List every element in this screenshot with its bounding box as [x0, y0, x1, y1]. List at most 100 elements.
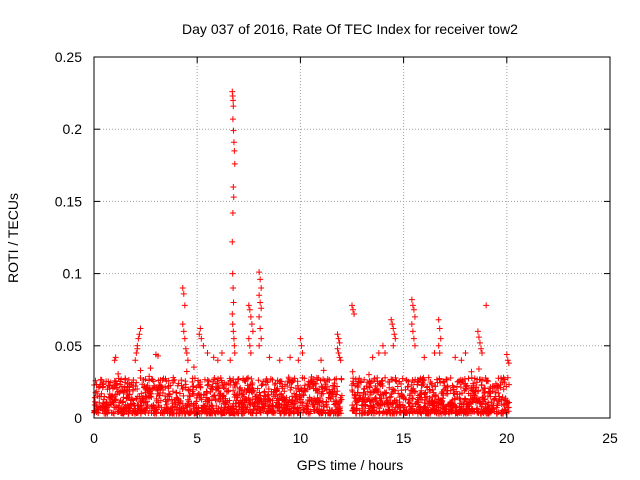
- data-point: [336, 406, 343, 413]
- data-point: [247, 313, 254, 320]
- chart-title: Day 037 of 2016, Rate Of TEC Index for r…: [182, 21, 518, 37]
- data-point: [467, 399, 474, 406]
- data-point: [349, 368, 356, 375]
- data-point: [198, 335, 205, 342]
- data-point: [336, 354, 343, 361]
- data-point: [240, 390, 247, 397]
- data-point: [278, 378, 285, 385]
- data-point: [329, 407, 336, 414]
- data-point: [230, 183, 237, 190]
- data-point: [293, 391, 300, 398]
- data-point: [386, 384, 393, 391]
- data-point: [113, 384, 120, 391]
- data-point: [453, 388, 460, 395]
- data-point: [402, 396, 409, 403]
- data-point: [323, 399, 330, 406]
- data-point: [211, 374, 218, 381]
- data-point: [197, 384, 204, 391]
- data-point: [200, 342, 207, 349]
- data-point: [506, 399, 513, 406]
- data-point: [258, 285, 265, 292]
- data-point: [504, 374, 511, 381]
- data-point: [165, 397, 172, 404]
- data-point: [233, 380, 240, 387]
- x-axis-label: GPS time / hours: [297, 457, 404, 473]
- data-point: [334, 345, 341, 352]
- data-point: [433, 392, 440, 399]
- data-point: [307, 396, 314, 403]
- data-point: [392, 335, 399, 342]
- data-point: [338, 376, 345, 383]
- data-point: [230, 103, 237, 110]
- data-point: [109, 409, 116, 416]
- data-point: [249, 328, 256, 335]
- data-point: [177, 397, 184, 404]
- data-point: [111, 357, 118, 364]
- data-point: [92, 398, 99, 405]
- data-point: [217, 374, 224, 381]
- data-point: [350, 306, 357, 313]
- data-point: [391, 331, 398, 338]
- data-point: [476, 339, 483, 346]
- data-point: [215, 385, 222, 392]
- data-point: [169, 388, 176, 395]
- data-point: [105, 407, 112, 414]
- x-tick-label: 10: [293, 430, 309, 446]
- data-point: [504, 357, 511, 364]
- data-point: [119, 399, 126, 406]
- data-point: [133, 379, 140, 386]
- data-point: [399, 375, 406, 382]
- data-point: [390, 342, 397, 349]
- data-point: [335, 335, 342, 342]
- data-point: [389, 386, 396, 393]
- data-point: [350, 375, 357, 382]
- data-point: [216, 391, 223, 398]
- data-point: [246, 342, 253, 349]
- x-tick-label: 5: [193, 430, 201, 446]
- data-point: [438, 399, 445, 406]
- data-point: [142, 376, 149, 383]
- data-point: [155, 403, 162, 410]
- data-point: [411, 379, 418, 386]
- data-point: [299, 350, 306, 357]
- data-point: [379, 383, 386, 390]
- data-point: [313, 380, 320, 387]
- data-point: [314, 389, 321, 396]
- data-point: [299, 399, 306, 406]
- data-point: [472, 388, 479, 395]
- data-point: [204, 382, 211, 389]
- data-point: [126, 391, 133, 398]
- axis-ticks: 0 5 10 15 20 25 0 0.05 0.1 0.15 0.2 0.25: [55, 49, 618, 446]
- data-point: [378, 395, 385, 402]
- data-point: [179, 321, 186, 328]
- data-point: [176, 390, 183, 397]
- data-point: [143, 405, 150, 412]
- data-point: [110, 400, 117, 407]
- data-point: [336, 339, 343, 346]
- data-point: [335, 350, 342, 357]
- data-point: [435, 316, 442, 323]
- data-point: [333, 375, 340, 382]
- grid: [94, 57, 610, 418]
- data-point: [230, 335, 237, 342]
- data-point: [178, 377, 185, 384]
- data-point: [398, 380, 405, 387]
- data-point: [205, 381, 212, 388]
- data-point: [317, 394, 324, 401]
- data-point: [92, 377, 99, 384]
- y-tick-label: 0.2: [63, 121, 83, 137]
- data-point: [271, 381, 278, 388]
- data-point: [204, 390, 211, 397]
- data-point: [452, 354, 459, 361]
- data-point: [374, 389, 381, 396]
- data-point: [354, 382, 361, 389]
- data-point: [375, 350, 382, 357]
- data-point: [269, 376, 276, 383]
- data-point: [134, 385, 141, 392]
- data-point: [183, 350, 190, 357]
- data-point: [229, 321, 236, 328]
- data-point: [115, 370, 122, 377]
- data-point: [222, 399, 229, 406]
- data-point: [116, 389, 123, 396]
- data-point: [229, 116, 236, 123]
